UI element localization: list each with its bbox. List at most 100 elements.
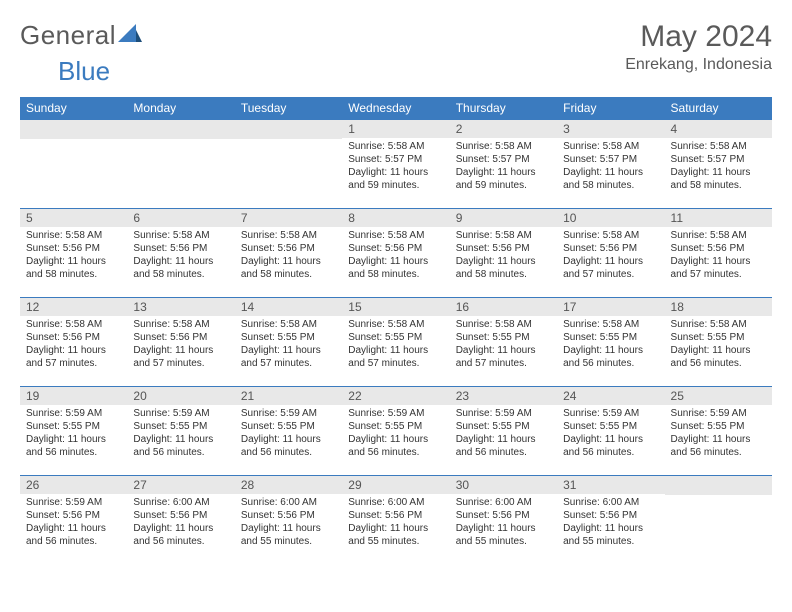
day-number: 18	[665, 298, 772, 316]
empty-cell	[235, 120, 342, 209]
day-cell: 15Sunrise: 5:58 AMSunset: 5:55 PMDayligh…	[342, 298, 449, 387]
day-info: Sunrise: 5:59 AMSunset: 5:55 PMDaylight:…	[342, 405, 449, 463]
day-info: Sunrise: 5:58 AMSunset: 5:56 PMDaylight:…	[20, 227, 127, 285]
day-info: Sunrise: 5:58 AMSunset: 5:56 PMDaylight:…	[235, 227, 342, 285]
day-cell: 29Sunrise: 6:00 AMSunset: 5:56 PMDayligh…	[342, 476, 449, 565]
weekday-friday: Friday	[557, 97, 664, 120]
day-info: Sunrise: 5:58 AMSunset: 5:56 PMDaylight:…	[20, 316, 127, 374]
page-title: May 2024	[625, 20, 772, 54]
day-info: Sunrise: 5:58 AMSunset: 5:55 PMDaylight:…	[450, 316, 557, 374]
day-number	[20, 120, 127, 139]
day-number: 11	[665, 209, 772, 227]
day-info: Sunrise: 5:58 AMSunset: 5:56 PMDaylight:…	[450, 227, 557, 285]
calendar-row: 5Sunrise: 5:58 AMSunset: 5:56 PMDaylight…	[20, 209, 772, 298]
day-cell: 31Sunrise: 6:00 AMSunset: 5:56 PMDayligh…	[557, 476, 664, 565]
day-number: 20	[127, 387, 234, 405]
day-number: 9	[450, 209, 557, 227]
day-number	[665, 476, 772, 495]
day-number: 25	[665, 387, 772, 405]
day-info: Sunrise: 5:58 AMSunset: 5:56 PMDaylight:…	[665, 227, 772, 285]
day-info	[127, 139, 234, 145]
day-number: 24	[557, 387, 664, 405]
weekday-wednesday: Wednesday	[342, 97, 449, 120]
day-cell: 22Sunrise: 5:59 AMSunset: 5:55 PMDayligh…	[342, 387, 449, 476]
day-cell: 11Sunrise: 5:58 AMSunset: 5:56 PMDayligh…	[665, 209, 772, 298]
day-number: 23	[450, 387, 557, 405]
calendar-table: SundayMondayTuesdayWednesdayThursdayFrid…	[20, 97, 772, 564]
day-info: Sunrise: 5:59 AMSunset: 5:55 PMDaylight:…	[450, 405, 557, 463]
day-cell: 8Sunrise: 5:58 AMSunset: 5:56 PMDaylight…	[342, 209, 449, 298]
day-info	[665, 495, 772, 501]
empty-cell	[127, 120, 234, 209]
day-info: Sunrise: 5:58 AMSunset: 5:55 PMDaylight:…	[557, 316, 664, 374]
day-info: Sunrise: 6:00 AMSunset: 5:56 PMDaylight:…	[235, 494, 342, 552]
day-info: Sunrise: 5:59 AMSunset: 5:55 PMDaylight:…	[557, 405, 664, 463]
day-number: 28	[235, 476, 342, 494]
calendar-row: 1Sunrise: 5:58 AMSunset: 5:57 PMDaylight…	[20, 120, 772, 209]
day-number: 22	[342, 387, 449, 405]
day-cell: 7Sunrise: 5:58 AMSunset: 5:56 PMDaylight…	[235, 209, 342, 298]
day-number	[127, 120, 234, 139]
day-info: Sunrise: 5:58 AMSunset: 5:55 PMDaylight:…	[342, 316, 449, 374]
title-block: May 2024 Enrekang, Indonesia	[625, 20, 772, 74]
location-text: Enrekang, Indonesia	[625, 56, 772, 74]
day-cell: 1Sunrise: 5:58 AMSunset: 5:57 PMDaylight…	[342, 120, 449, 209]
day-cell: 10Sunrise: 5:58 AMSunset: 5:56 PMDayligh…	[557, 209, 664, 298]
day-cell: 30Sunrise: 6:00 AMSunset: 5:56 PMDayligh…	[450, 476, 557, 565]
day-info: Sunrise: 5:58 AMSunset: 5:55 PMDaylight:…	[235, 316, 342, 374]
day-number: 13	[127, 298, 234, 316]
weekday-sunday: Sunday	[20, 97, 127, 120]
day-number: 8	[342, 209, 449, 227]
day-info: Sunrise: 5:58 AMSunset: 5:57 PMDaylight:…	[342, 138, 449, 196]
day-cell: 21Sunrise: 5:59 AMSunset: 5:55 PMDayligh…	[235, 387, 342, 476]
day-info: Sunrise: 5:59 AMSunset: 5:55 PMDaylight:…	[20, 405, 127, 463]
day-cell: 4Sunrise: 5:58 AMSunset: 5:57 PMDaylight…	[665, 120, 772, 209]
day-info: Sunrise: 5:59 AMSunset: 5:55 PMDaylight:…	[235, 405, 342, 463]
day-cell: 3Sunrise: 5:58 AMSunset: 5:57 PMDaylight…	[557, 120, 664, 209]
day-info: Sunrise: 5:59 AMSunset: 5:55 PMDaylight:…	[127, 405, 234, 463]
day-cell: 17Sunrise: 5:58 AMSunset: 5:55 PMDayligh…	[557, 298, 664, 387]
day-info: Sunrise: 5:59 AMSunset: 5:56 PMDaylight:…	[20, 494, 127, 552]
day-number: 27	[127, 476, 234, 494]
day-info: Sunrise: 5:59 AMSunset: 5:55 PMDaylight:…	[665, 405, 772, 463]
calendar-row: 19Sunrise: 5:59 AMSunset: 5:55 PMDayligh…	[20, 387, 772, 476]
day-number: 5	[20, 209, 127, 227]
day-info	[235, 139, 342, 145]
day-info: Sunrise: 6:00 AMSunset: 5:56 PMDaylight:…	[127, 494, 234, 552]
day-info: Sunrise: 5:58 AMSunset: 5:57 PMDaylight:…	[557, 138, 664, 196]
day-number: 4	[665, 120, 772, 138]
calendar-row: 12Sunrise: 5:58 AMSunset: 5:56 PMDayligh…	[20, 298, 772, 387]
day-number: 6	[127, 209, 234, 227]
day-info: Sunrise: 5:58 AMSunset: 5:57 PMDaylight:…	[450, 138, 557, 196]
day-number: 17	[557, 298, 664, 316]
day-number: 21	[235, 387, 342, 405]
day-cell: 27Sunrise: 6:00 AMSunset: 5:56 PMDayligh…	[127, 476, 234, 565]
day-cell: 23Sunrise: 5:59 AMSunset: 5:55 PMDayligh…	[450, 387, 557, 476]
empty-cell	[20, 120, 127, 209]
day-number: 7	[235, 209, 342, 227]
day-cell: 26Sunrise: 5:59 AMSunset: 5:56 PMDayligh…	[20, 476, 127, 565]
day-cell: 14Sunrise: 5:58 AMSunset: 5:55 PMDayligh…	[235, 298, 342, 387]
day-cell: 9Sunrise: 5:58 AMSunset: 5:56 PMDaylight…	[450, 209, 557, 298]
calendar-row: 26Sunrise: 5:59 AMSunset: 5:56 PMDayligh…	[20, 476, 772, 565]
day-cell: 12Sunrise: 5:58 AMSunset: 5:56 PMDayligh…	[20, 298, 127, 387]
day-number: 31	[557, 476, 664, 494]
day-number: 29	[342, 476, 449, 494]
day-info: Sunrise: 5:58 AMSunset: 5:55 PMDaylight:…	[665, 316, 772, 374]
calendar-head: SundayMondayTuesdayWednesdayThursdayFrid…	[20, 97, 772, 120]
weekday-row: SundayMondayTuesdayWednesdayThursdayFrid…	[20, 97, 772, 120]
day-info: Sunrise: 6:00 AMSunset: 5:56 PMDaylight:…	[342, 494, 449, 552]
day-number: 30	[450, 476, 557, 494]
day-info: Sunrise: 5:58 AMSunset: 5:56 PMDaylight:…	[127, 316, 234, 374]
empty-cell	[665, 476, 772, 565]
weekday-monday: Monday	[127, 97, 234, 120]
day-number: 15	[342, 298, 449, 316]
day-number: 14	[235, 298, 342, 316]
day-cell: 28Sunrise: 6:00 AMSunset: 5:56 PMDayligh…	[235, 476, 342, 565]
day-cell: 13Sunrise: 5:58 AMSunset: 5:56 PMDayligh…	[127, 298, 234, 387]
day-number: 19	[20, 387, 127, 405]
weekday-thursday: Thursday	[450, 97, 557, 120]
logo-text-1: General	[20, 20, 116, 51]
day-number: 2	[450, 120, 557, 138]
calendar-body: 1Sunrise: 5:58 AMSunset: 5:57 PMDaylight…	[20, 120, 772, 565]
